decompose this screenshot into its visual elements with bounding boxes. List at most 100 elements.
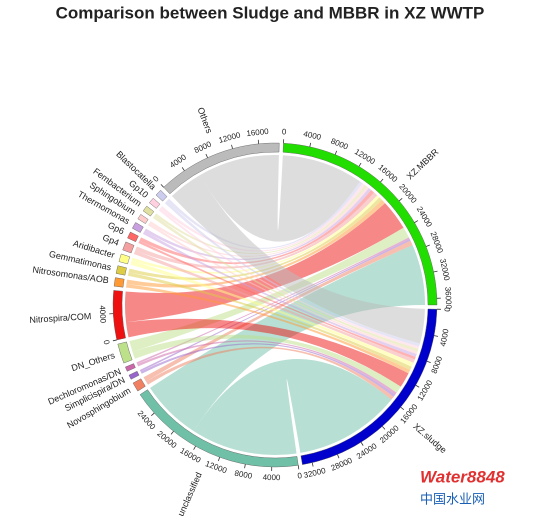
tick-label: 4000	[168, 152, 188, 170]
sector-name: XZ.sludge	[411, 421, 448, 455]
tick-mark	[309, 142, 312, 147]
tick-mark	[425, 244, 430, 247]
tick-label: 0	[282, 127, 287, 136]
tick-label: 0	[297, 471, 303, 481]
tick-mark	[382, 426, 386, 430]
sector-name: XZ.MBBR	[405, 146, 441, 181]
tick-mark	[160, 184, 164, 188]
tick-label: 20000	[397, 182, 419, 205]
tick-mark	[434, 335, 439, 337]
tick-mark	[398, 198, 403, 202]
ribbon	[131, 195, 380, 274]
tick-label: 28000	[330, 456, 355, 473]
sector-arc	[127, 231, 139, 242]
tick-label: 24000	[355, 441, 379, 461]
ribbons	[125, 155, 425, 455]
watermark: Water8848	[420, 467, 505, 486]
tick-mark	[151, 412, 155, 416]
sector-arc	[122, 241, 135, 254]
tick-label: 12000	[218, 130, 242, 145]
ribbon	[171, 175, 425, 344]
ribbon	[133, 250, 415, 363]
tick-mark	[337, 454, 340, 459]
tick-label: 4000	[98, 305, 108, 324]
tick-label: 8000	[430, 354, 445, 374]
ribbon	[130, 260, 414, 367]
tick-label: 4000	[438, 327, 450, 347]
sector-arc	[137, 214, 149, 224]
tick-label: 32000	[438, 258, 451, 282]
ribbon	[199, 155, 360, 242]
tick-mark	[433, 270, 438, 273]
tick-label: 32000	[303, 466, 327, 480]
sector-arc	[115, 265, 127, 276]
tick-label: 12000	[353, 147, 377, 167]
tick-mark	[426, 360, 431, 363]
tick-mark	[400, 406, 405, 411]
sector-arc	[139, 389, 299, 468]
tick-mark	[181, 167, 185, 171]
tick-mark	[170, 431, 174, 435]
tick-mark	[231, 144, 233, 149]
sector-arc	[132, 222, 144, 233]
sector-arc	[112, 290, 126, 341]
tick-mark	[415, 384, 420, 388]
tick-label: 8000	[329, 137, 349, 152]
tick-mark	[360, 442, 364, 446]
tick-mark	[358, 162, 362, 167]
sector-arc	[155, 189, 168, 202]
tick-mark	[297, 465, 300, 470]
sector-name: Others	[195, 106, 214, 135]
ribbon	[193, 359, 392, 455]
tick-label: 36000	[443, 287, 453, 310]
sector-arc	[132, 378, 146, 392]
tick-label: 4000	[303, 129, 323, 142]
sector-arc	[163, 142, 280, 195]
chart-title: Comparison between Sludge and MBBR in XZ…	[56, 3, 485, 22]
sector-arc	[142, 205, 155, 217]
ribbon	[125, 318, 409, 387]
tick-mark	[311, 462, 314, 467]
sector-name: Nitrospira/COM	[29, 311, 92, 325]
sector-arc	[117, 341, 133, 364]
ribbon	[138, 240, 416, 360]
tick-label: 4000	[263, 473, 282, 482]
ribbon	[128, 197, 383, 280]
tick-label: 0	[151, 174, 161, 184]
sector-name: unclassified	[176, 471, 204, 517]
tick-label: 16000	[246, 127, 270, 138]
sector-arc	[128, 370, 140, 380]
ribbon	[160, 183, 365, 252]
tick-label: 12000	[204, 459, 228, 475]
sector-arc	[149, 197, 161, 209]
sectors	[112, 142, 438, 468]
ribbon	[143, 240, 413, 382]
tick-label: 0	[443, 307, 452, 312]
tick-label: 8000	[193, 139, 213, 155]
ribbon	[142, 231, 417, 358]
tick-mark	[193, 445, 196, 450]
ribbon	[150, 245, 425, 431]
tick-label: 28000	[428, 230, 445, 255]
sector-arc	[300, 308, 438, 465]
tick-mark	[205, 153, 208, 158]
watermark: 中国水业网	[420, 491, 485, 506]
tick-label: 12000	[416, 378, 435, 402]
tick-label: 16000	[178, 446, 202, 465]
sector-arc	[118, 253, 131, 265]
sector-arc	[113, 277, 125, 288]
tick-label: 16000	[377, 163, 400, 185]
tick-mark	[414, 220, 419, 223]
tick-mark	[380, 178, 384, 183]
sector-arc	[282, 143, 438, 306]
tick-label: 24000	[415, 205, 434, 229]
ribbon	[136, 237, 410, 365]
ribbon	[125, 203, 404, 323]
tick-label: 8000	[234, 469, 254, 481]
ribbon	[129, 227, 409, 352]
tick-mark	[112, 339, 117, 342]
tick-mark	[217, 457, 221, 462]
tick-label: 0	[102, 339, 112, 346]
tick-mark	[334, 150, 338, 155]
